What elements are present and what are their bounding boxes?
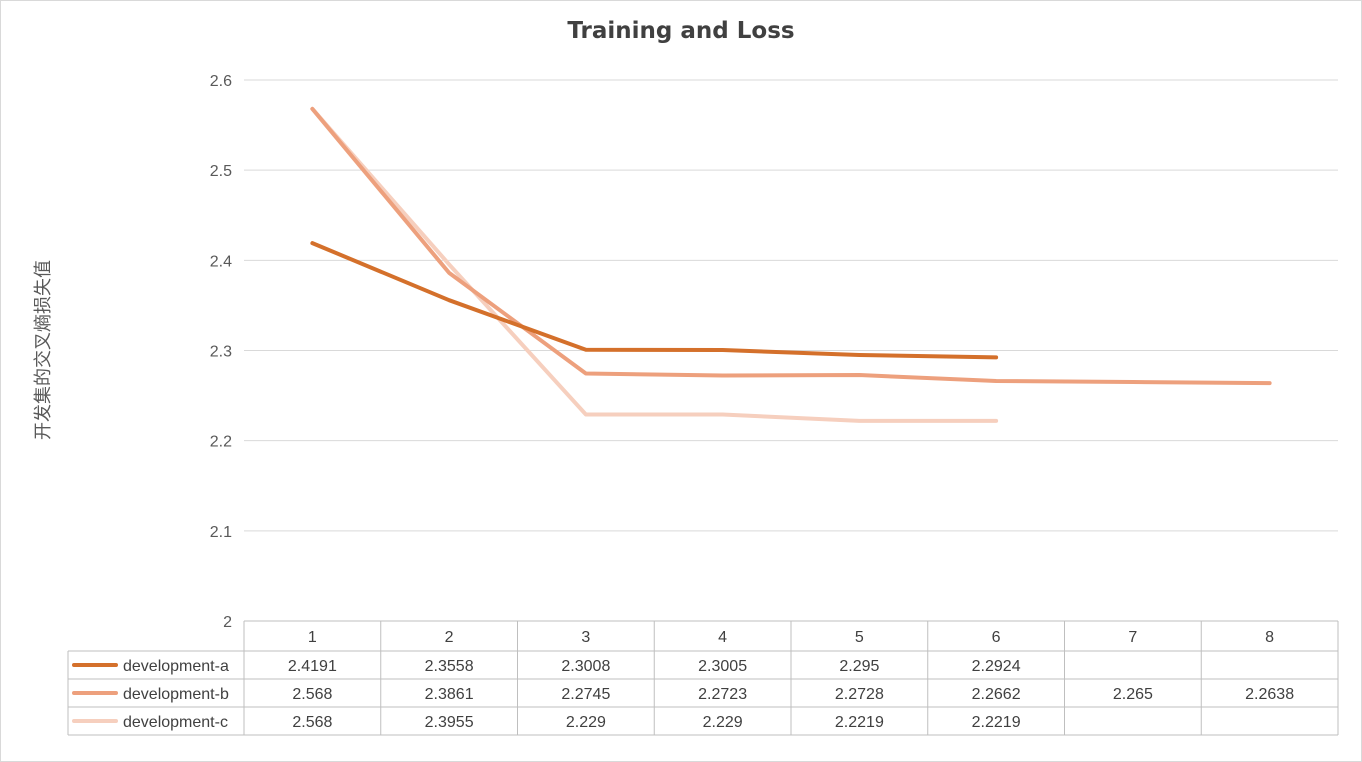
y-tick-label: 2.5: [210, 163, 232, 180]
series-name: development-a: [123, 658, 229, 675]
data-label: 2.229: [703, 714, 743, 731]
chart-title: Training and Loss: [567, 18, 795, 44]
x-tick-label: 8: [1265, 629, 1274, 646]
data-label: 2.568: [292, 686, 332, 703]
series-line-development-a: [310, 241, 999, 360]
data-label: 2.2728: [835, 686, 884, 703]
data-label: 2.2219: [972, 714, 1021, 731]
data-label: 2.2219: [835, 714, 884, 731]
data-label: 2.2924: [972, 658, 1021, 675]
series-lines: [310, 106, 1272, 423]
data-label: 2.3861: [425, 686, 474, 703]
data-label: 2.265: [1113, 686, 1153, 703]
data-label: 2.229: [566, 714, 606, 731]
x-tick-label: 5: [855, 629, 864, 646]
data-label: 2.3558: [425, 658, 474, 675]
data-label: 2.3008: [561, 658, 610, 675]
data-label: 2.3005: [698, 658, 747, 675]
y-tick-label: 2: [223, 614, 232, 631]
data-label: 2.295: [839, 658, 879, 675]
y-tick-labels: 2 2.1 2.2 2.3 2.4 2.5 2.6: [210, 73, 232, 631]
y-tick-label: 2.6: [210, 73, 232, 90]
data-label: 2.2662: [972, 686, 1021, 703]
y-tick-label: 2.4: [210, 253, 232, 270]
x-tick-label: 3: [581, 629, 590, 646]
x-tick-label: 4: [718, 629, 727, 646]
series-name: development-c: [123, 714, 228, 731]
data-table: 1 2 3 4 5 6 7 8 development-a 2.4191 2.3558 2.3008 2…: [67, 620, 1339, 736]
series-line-development-c: [310, 106, 999, 423]
data-label: 2.568: [292, 714, 332, 731]
data-label: 2.2638: [1245, 686, 1294, 703]
data-label: 2.3955: [425, 714, 474, 731]
data-label: 2.4191: [288, 658, 337, 675]
x-tick-label: 2: [445, 629, 454, 646]
y-tick-label: 2.1: [210, 524, 232, 541]
series-name: development-b: [123, 686, 229, 703]
data-label: 2.2723: [698, 686, 747, 703]
x-tick-label: 6: [992, 629, 1001, 646]
x-tick-label: 1: [308, 629, 317, 646]
y-tick-label: 2.3: [210, 344, 232, 361]
gridlines: [244, 79, 1338, 532]
x-tick-label: 7: [1128, 629, 1137, 646]
data-label: 2.2745: [561, 686, 610, 703]
series-line-development-b: [310, 106, 1272, 386]
y-tick-label: 2.2: [210, 434, 232, 451]
